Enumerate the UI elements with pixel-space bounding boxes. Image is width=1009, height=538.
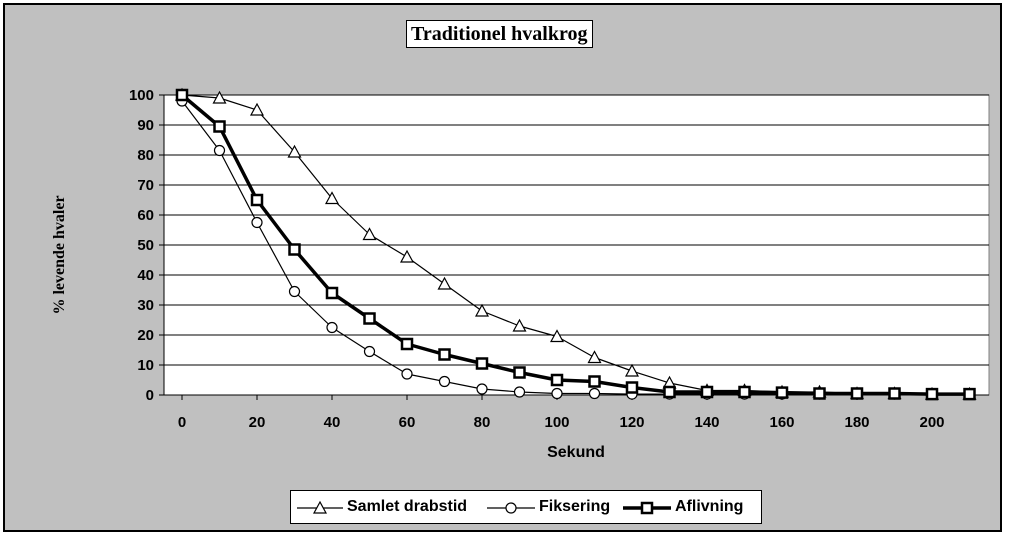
data-point-aflivning-210 bbox=[963, 387, 976, 401]
legend-item-samlet-drabstid bbox=[297, 500, 343, 514]
data-point-aflivning-170 bbox=[813, 387, 826, 400]
y-tick-label-70: 70 bbox=[137, 177, 154, 194]
data-point-aflivning-0 bbox=[175, 88, 189, 102]
data-point-aflivning-160 bbox=[775, 386, 789, 399]
data-point-aflivning-130 bbox=[663, 385, 676, 399]
y-ticks: 0 10 20 30 40 50 60 70 80 90 100 bbox=[129, 87, 164, 404]
x-tick-label-180: 180 bbox=[844, 414, 869, 431]
data-point-samlet-drabstid-90 bbox=[512, 318, 527, 332]
data-point-aflivning-100 bbox=[550, 373, 564, 387]
legend-marker-aflivning bbox=[640, 501, 654, 515]
data-point-fiksering-90 bbox=[513, 386, 526, 398]
data-point-aflivning-190 bbox=[888, 387, 901, 400]
legend-label-samlet-drabstid: Samlet drabstid bbox=[347, 498, 468, 515]
series-group bbox=[174, 87, 977, 401]
x-tick-label-80: 80 bbox=[474, 414, 491, 431]
data-point-fiksering-110 bbox=[588, 387, 601, 400]
data-point-samlet-drabstid-20 bbox=[249, 102, 265, 116]
x-ticks: 0 20 40 60 80 100 120 140 160 180 200 bbox=[178, 395, 945, 431]
y-tick-label-20: 20 bbox=[137, 327, 154, 344]
y-tick-label-90: 90 bbox=[137, 117, 154, 134]
legend-label-fiksering: Fiksering bbox=[539, 498, 611, 515]
data-point-aflivning-10 bbox=[213, 120, 226, 133]
series-line-aflivning bbox=[180, 93, 970, 396]
y-tick-label-30: 30 bbox=[137, 297, 154, 314]
y-tick-label-40: 40 bbox=[137, 267, 154, 284]
data-point-fiksering-30 bbox=[288, 285, 301, 298]
data-point-aflivning-140 bbox=[700, 385, 714, 399]
y-axis-label: % levende hvaler bbox=[51, 195, 68, 314]
data-point-fiksering-10 bbox=[213, 144, 226, 157]
legend-marker-samlet-drabstid bbox=[312, 500, 328, 514]
legend-item-aflivning bbox=[623, 501, 671, 515]
data-point-samlet-drabstid-50 bbox=[362, 227, 377, 241]
series-aflivning bbox=[175, 88, 976, 401]
data-point-fiksering-60 bbox=[401, 368, 413, 380]
y-tick-label-60: 60 bbox=[137, 207, 154, 224]
x-tick-label-160: 160 bbox=[769, 414, 794, 431]
data-point-fiksering-50 bbox=[363, 345, 376, 358]
x-tick-label-60: 60 bbox=[399, 414, 416, 431]
data-point-samlet-drabstid-30 bbox=[287, 144, 302, 158]
y-tick-label-50: 50 bbox=[137, 237, 154, 254]
data-point-aflivning-80 bbox=[475, 357, 489, 370]
data-point-aflivning-110 bbox=[588, 375, 601, 388]
data-point-aflivning-30 bbox=[288, 243, 301, 256]
legend-item-fiksering bbox=[487, 502, 535, 514]
data-point-samlet-drabstid-120 bbox=[624, 363, 640, 377]
data-point-fiksering-40 bbox=[326, 321, 338, 334]
x-tick-label-200: 200 bbox=[919, 414, 944, 431]
legend-marker-fiksering bbox=[505, 502, 517, 514]
data-point-samlet-drabstid-70 bbox=[437, 276, 452, 290]
data-point-aflivning-40 bbox=[325, 286, 339, 300]
x-tick-label-20: 20 bbox=[249, 414, 266, 431]
gridlines bbox=[164, 94, 989, 366]
data-point-fiksering-80 bbox=[476, 383, 488, 395]
y-tick-label-100: 100 bbox=[129, 87, 154, 104]
x-tick-label-40: 40 bbox=[324, 414, 341, 431]
x-tick-label-100: 100 bbox=[544, 414, 569, 431]
data-point-aflivning-180 bbox=[850, 387, 864, 400]
y-tick-label-0: 0 bbox=[146, 387, 154, 404]
data-point-aflivning-200 bbox=[925, 387, 939, 401]
data-point-fiksering-70 bbox=[438, 375, 451, 388]
x-tick-label-0: 0 bbox=[178, 414, 186, 431]
data-point-aflivning-90 bbox=[513, 366, 526, 379]
data-point-aflivning-60 bbox=[400, 337, 414, 351]
data-point-fiksering-20 bbox=[251, 216, 263, 229]
x-axis-label: Sekund bbox=[547, 444, 605, 461]
data-point-aflivning-150 bbox=[738, 385, 751, 399]
data-point-aflivning-50 bbox=[363, 312, 376, 325]
data-point-samlet-drabstid-110 bbox=[587, 350, 602, 364]
data-point-samlet-drabstid-10 bbox=[212, 90, 227, 104]
data-point-fiksering-100 bbox=[551, 387, 563, 400]
data-point-samlet-drabstid-40 bbox=[324, 191, 340, 205]
data-point-aflivning-20 bbox=[250, 193, 264, 207]
x-tick-label-140: 140 bbox=[694, 414, 719, 431]
legend-label-aflivning: Aflivning bbox=[675, 498, 744, 515]
legend: Samlet drabstid Fiksering Aflivning bbox=[290, 490, 762, 524]
data-point-samlet-drabstid-100 bbox=[549, 329, 565, 343]
data-point-samlet-drabstid-60 bbox=[399, 249, 415, 263]
x-tick-label-120: 120 bbox=[619, 414, 644, 431]
y-tick-label-10: 10 bbox=[137, 357, 154, 374]
data-point-samlet-drabstid-80 bbox=[474, 303, 490, 317]
y-tick-label-80: 80 bbox=[137, 147, 154, 164]
data-point-aflivning-70 bbox=[438, 348, 451, 361]
chart-title: Traditionel hvalkrog bbox=[406, 20, 593, 48]
data-point-aflivning-120 bbox=[625, 381, 639, 394]
